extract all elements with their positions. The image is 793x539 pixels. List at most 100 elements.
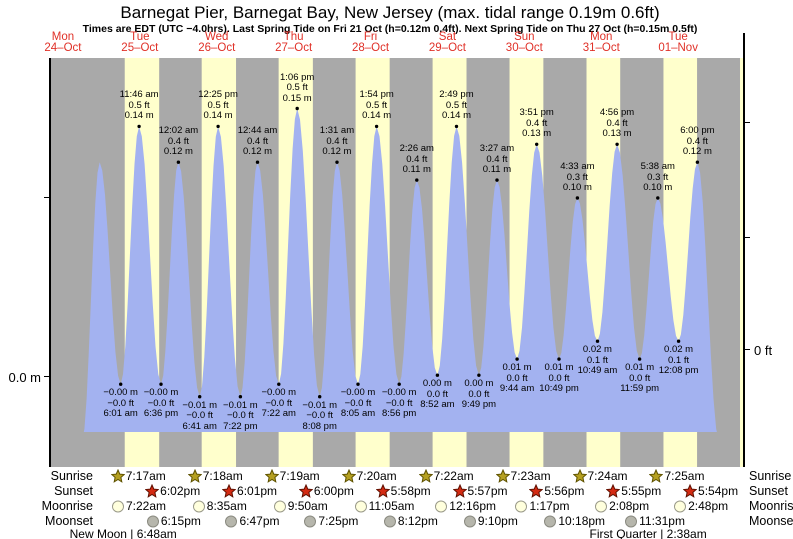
moonset-icon: [225, 515, 238, 527]
right-axis-tick: [745, 237, 750, 238]
moonrise-time: 2:48pm: [688, 499, 729, 513]
sunset-entry: 6:00pm: [298, 483, 354, 498]
tide-extreme-dot: [535, 142, 539, 146]
high-tide-label: 2:49 pm 0.5 ft 0.14 m: [439, 89, 474, 122]
sunset-row-label-left: Sunset: [54, 484, 93, 498]
sunrise-icon: [341, 468, 356, 483]
sunrise-row-label-right: Sunrise: [749, 469, 792, 483]
high-tide-label: 12:44 am 0.4 ft 0.12 m: [237, 125, 278, 158]
right-axis-tick: [745, 122, 750, 123]
sunset-entry: 6:01pm: [222, 483, 277, 498]
tide-extreme-dot: [695, 160, 700, 164]
sunrise-entry: 7:25am: [649, 468, 705, 483]
day-date: 01–Nov: [658, 41, 698, 54]
day-name: Mon: [590, 31, 613, 43]
moonrise-row-label-left: Moonrise: [41, 499, 93, 513]
sunrise-entry: 7:20am: [341, 468, 397, 483]
moonset-entry: 9:10pm: [463, 514, 518, 528]
moonset-icon: [304, 515, 317, 527]
high-tide-label: 4:33 am 0.3 ft 0.10 m: [560, 161, 595, 193]
moonset-entry: 8:12pm: [383, 514, 438, 528]
right-axis-tick: [745, 349, 750, 350]
day-label: Sun 30–Oct: [489, 32, 559, 53]
moonrise-entry: 1:17pm: [514, 499, 569, 513]
low-tide-label: −0.01 m −0.0 ft 7:22 pm: [223, 399, 258, 432]
tide-extreme-dot: [198, 395, 202, 399]
tide-extreme-dot: [159, 382, 163, 386]
sunrise-time: 7:17am: [125, 469, 166, 483]
day-name: Thu: [283, 31, 304, 43]
sunset-icon: [375, 483, 390, 498]
left-axis-tick: [44, 197, 49, 198]
tide-extreme-dot: [356, 382, 360, 386]
tide-extreme-dot: [557, 357, 561, 361]
sunrise-time: 7:22am: [433, 469, 474, 483]
tide-extreme-dot: [255, 160, 260, 164]
sunset-time: 5:57pm: [467, 484, 508, 498]
tide-extreme-dot: [415, 178, 419, 182]
moonset-entry: 10:18pm: [543, 514, 605, 528]
sunrise-row-label-left: Sunrise: [50, 469, 93, 483]
day-date: 29–Oct: [428, 41, 466, 54]
day-date: 31–Oct: [582, 41, 620, 54]
moonrise-icon: [273, 500, 286, 512]
high-tide-label: 6:00 pm 0.4 ft 0.12 m: [680, 125, 715, 158]
moonrise-icon: [595, 500, 608, 512]
day-label: Sat 29–Oct: [412, 32, 482, 53]
tide-extreme-dot: [216, 124, 220, 129]
moonrise-time: 8:35am: [206, 499, 247, 513]
day-name: Fri: [363, 31, 378, 43]
tide-extreme-dot: [477, 373, 481, 377]
sunset-entry: 5:55pm: [606, 483, 662, 498]
moonset-icon: [625, 515, 638, 527]
day-label: Mon 24–Oct: [28, 32, 98, 53]
sunrise-icon: [110, 468, 125, 483]
tide-extreme-dot: [137, 124, 141, 129]
sunrise-entry: 7:19am: [264, 468, 320, 483]
sunset-icon: [145, 483, 160, 498]
sunset-icon: [452, 483, 467, 498]
sunset-time: 5:55pm: [621, 484, 662, 498]
day-name: Mon: [51, 31, 75, 43]
day-name: Tue: [668, 31, 688, 43]
moonset-time: 10:18pm: [558, 514, 606, 528]
sunrise-time: 7:20am: [356, 469, 397, 483]
tide-extreme-dot: [397, 382, 401, 386]
sunset-time: 6:00pm: [313, 484, 354, 498]
moonrise-time: 7:22am: [126, 499, 167, 513]
sunset-entry: 5:57pm: [452, 483, 508, 498]
tide-extreme-dot: [435, 373, 440, 377]
tide-plot: [50, 58, 745, 467]
moonset-icon: [383, 515, 396, 527]
high-tide-label: 1:31 am 0.4 ft 0.12 m: [319, 125, 355, 158]
high-tide-label: 3:27 am 0.4 ft 0.11 m: [479, 143, 515, 176]
low-tide-label: 0.01 m 0.0 ft 9:44 am: [499, 362, 535, 395]
day-label: Thu 27–Oct: [259, 32, 329, 53]
day-date: 25–Oct: [121, 41, 159, 54]
low-tide-label: −0.01 m −0.0 ft 8:08 pm: [302, 399, 337, 432]
tide-extreme-dot: [295, 106, 299, 111]
moonset-entry: 6:47pm: [224, 514, 280, 528]
tide-extreme-dot: [676, 339, 681, 343]
chart-subtitle: Times are EDT (UTC −4.0hrs). Last Spring…: [82, 23, 698, 35]
day-label: Fri 28–Oct: [336, 32, 406, 53]
left-axis-label: 0.0 m: [8, 370, 41, 385]
moonset-icon: [544, 515, 557, 527]
low-tide-label: 0.00 m 0.0 ft 9:49 pm: [461, 378, 497, 411]
tide-extreme-dot: [238, 395, 243, 399]
tide-extreme-dot: [277, 382, 281, 386]
day-label: Tue 01–Nov: [643, 32, 713, 53]
high-tide-label: 1:06 pm 0.5 ft 0.15 m: [280, 71, 315, 104]
sunrise-entry: 7:22am: [418, 468, 474, 483]
moon-phase-label: New Moon | 6:48am: [69, 527, 177, 539]
moonrise-time: 11:05am: [368, 499, 415, 513]
sunset-entry: 5:58pm: [375, 483, 431, 498]
moonrise-entry: 9:50am: [273, 499, 328, 513]
sunset-row-label-right: Sunset: [749, 484, 788, 498]
low-tide-label: −0.00 m −0.0 ft 7:22 am: [261, 387, 297, 420]
sunrise-icon: [572, 468, 587, 483]
sunrise-icon: [418, 468, 433, 483]
sunset-time: 5:58pm: [390, 484, 431, 498]
moonrise-icon: [435, 500, 448, 512]
sunrise-time: 7:25am: [664, 469, 705, 483]
